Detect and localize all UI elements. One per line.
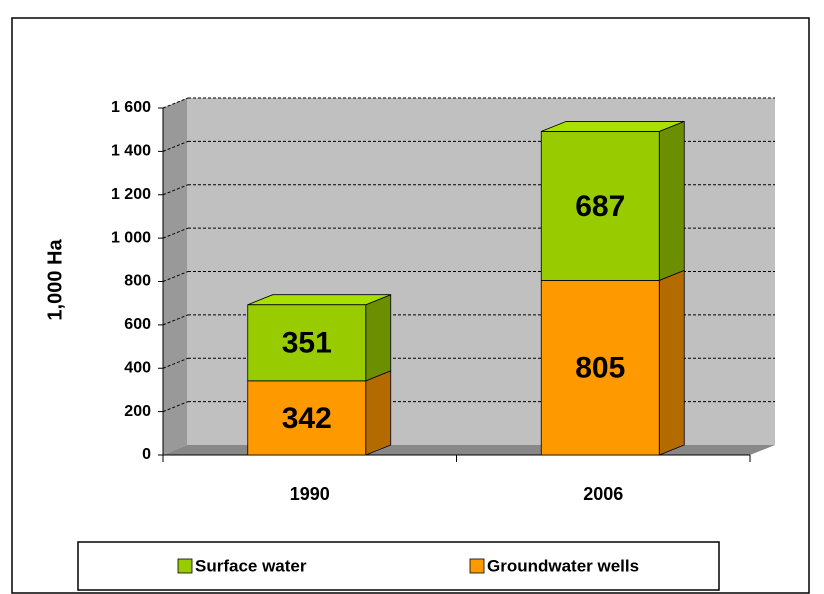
- legend-label: Surface water: [195, 556, 307, 575]
- grid-line: [162, 227, 189, 239]
- grid-line: [162, 314, 189, 326]
- bar-side: [658, 269, 685, 456]
- value-label: 687: [575, 190, 625, 223]
- y-axis-title: 1,000 Ha: [44, 239, 66, 321]
- value-label: 351: [282, 327, 332, 360]
- bar: [247, 380, 367, 456]
- bar-top: [541, 121, 685, 132]
- legend-swatch: [469, 558, 485, 574]
- bar-top: [247, 294, 391, 306]
- x-tick-label: 1990: [290, 484, 330, 504]
- value-label: 805: [575, 352, 625, 385]
- bar: [540, 131, 660, 281]
- x-tick-label: 2006: [583, 484, 623, 504]
- grid-line: [162, 184, 189, 196]
- y-tick-label: 1 200: [111, 186, 151, 203]
- grid-line: [162, 357, 189, 369]
- legend-label: Groundwater wells: [487, 556, 639, 575]
- y-tick-label: 600: [124, 316, 151, 333]
- y-tick-label: 200: [124, 403, 151, 420]
- bar-side: [365, 370, 392, 456]
- value-label: 342: [282, 402, 332, 435]
- grid-line: [162, 140, 189, 152]
- y-tick-label: 400: [124, 359, 151, 376]
- grid-line: [162, 97, 189, 109]
- bar-side: [658, 120, 685, 282]
- y-tick-label: 1 600: [111, 99, 151, 116]
- y-tick-label: 1 000: [111, 229, 151, 246]
- grid-line: [162, 401, 189, 413]
- grid-line: [162, 271, 189, 282]
- bar: [247, 304, 367, 382]
- y-tick-label: 0: [142, 446, 151, 463]
- legend-swatch: [177, 558, 193, 574]
- y-tick-label: 800: [124, 273, 151, 290]
- bar-side: [365, 294, 392, 382]
- y-tick-label: 1 400: [111, 143, 151, 160]
